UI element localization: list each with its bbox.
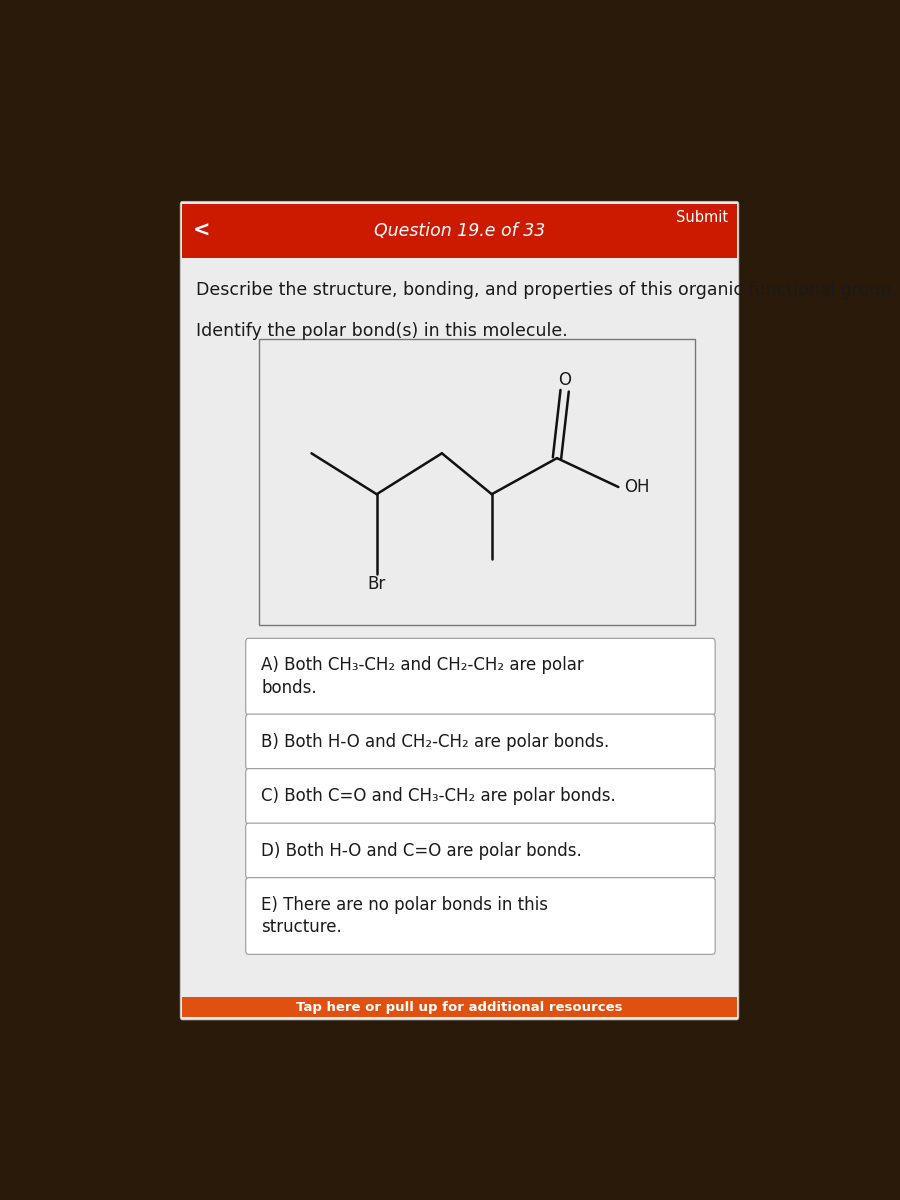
- Text: B) Both H-O and CH₂-CH₂ are polar bonds.: B) Both H-O and CH₂-CH₂ are polar bonds.: [261, 733, 609, 751]
- FancyBboxPatch shape: [246, 877, 716, 954]
- Bar: [182, 204, 737, 258]
- FancyBboxPatch shape: [180, 202, 739, 1020]
- Text: D) Both H-O and C=O are polar bonds.: D) Both H-O and C=O are polar bonds.: [261, 842, 581, 860]
- Text: <: <: [193, 221, 211, 241]
- FancyBboxPatch shape: [246, 823, 716, 878]
- Text: A) Both CH₃-CH₂ and CH₂-CH₂ are polar
bonds.: A) Both CH₃-CH₂ and CH₂-CH₂ are polar bo…: [261, 656, 584, 697]
- FancyBboxPatch shape: [246, 769, 716, 824]
- Text: E) There are no polar bonds in this
structure.: E) There are no polar bonds in this stru…: [261, 895, 548, 936]
- Text: Br: Br: [367, 576, 386, 594]
- FancyBboxPatch shape: [259, 338, 695, 625]
- Bar: [182, 997, 737, 1018]
- Text: Tap here or pull up for additional resources: Tap here or pull up for additional resou…: [296, 1001, 623, 1014]
- Text: Identify the polar bond(s) in this molecule.: Identify the polar bond(s) in this molec…: [196, 323, 568, 341]
- FancyBboxPatch shape: [246, 714, 716, 769]
- FancyBboxPatch shape: [246, 638, 716, 715]
- Text: Submit: Submit: [676, 210, 728, 224]
- Text: Question 19.e of 33: Question 19.e of 33: [374, 222, 545, 240]
- Text: OH: OH: [624, 478, 650, 496]
- Text: O: O: [558, 371, 572, 389]
- Text: Describe the structure, bonding, and properties of this organic functional group: Describe the structure, bonding, and pro…: [196, 281, 897, 299]
- Text: C) Both C=O and CH₃-CH₂ are polar bonds.: C) Both C=O and CH₃-CH₂ are polar bonds.: [261, 787, 616, 805]
